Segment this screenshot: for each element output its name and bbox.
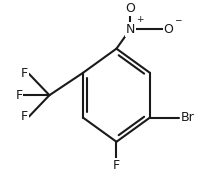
Text: N: N — [126, 23, 135, 36]
Text: O: O — [164, 23, 174, 36]
Text: −: − — [174, 15, 181, 24]
Text: Br: Br — [181, 111, 194, 124]
Text: F: F — [21, 67, 28, 80]
Text: F: F — [21, 110, 28, 123]
Text: F: F — [15, 89, 22, 102]
Text: F: F — [113, 160, 120, 172]
Text: O: O — [126, 2, 135, 15]
Text: +: + — [136, 15, 143, 24]
